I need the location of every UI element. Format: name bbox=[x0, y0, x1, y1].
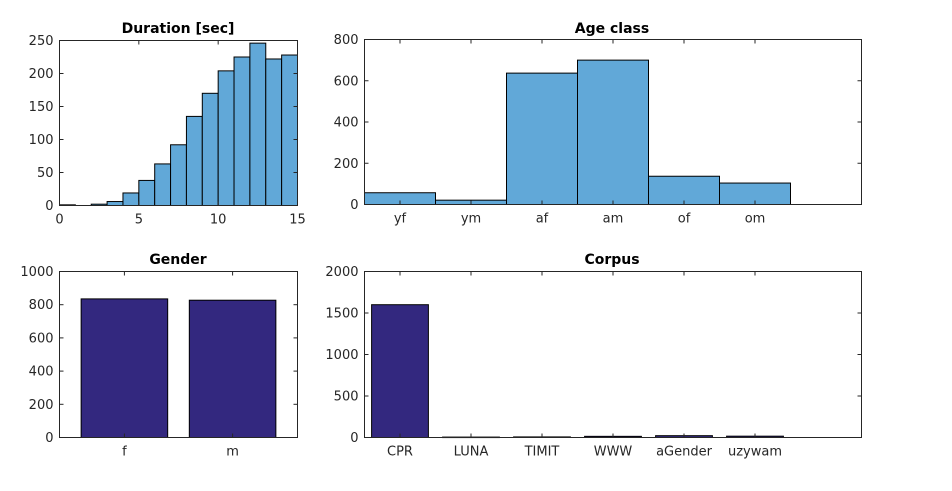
x-tick-label: of bbox=[678, 212, 691, 227]
gender-title: Gender bbox=[149, 252, 206, 268]
x-tick-label: WWW bbox=[594, 445, 633, 460]
panel-gender: Gender f m 0 200 400 600 800 1000 bbox=[20, 252, 298, 460]
bar bbox=[265, 58, 283, 207]
y-tick-label: 1500 bbox=[325, 307, 358, 322]
y-tick-label: 50 bbox=[37, 166, 54, 181]
x-tick-label: 0 bbox=[55, 213, 63, 228]
bar bbox=[138, 179, 156, 206]
bar bbox=[281, 54, 298, 206]
bar bbox=[185, 115, 203, 206]
x-tick-label: 10 bbox=[210, 213, 227, 228]
y-tick-label: 800 bbox=[29, 298, 54, 313]
gender-axes bbox=[59, 271, 298, 438]
y-tick-label: 0 bbox=[45, 199, 53, 214]
x-tick-label: yf bbox=[394, 212, 407, 227]
y-tick-label: 0 bbox=[350, 198, 358, 213]
gender-bars bbox=[80, 298, 277, 439]
x-tick-label: TIMIT bbox=[524, 445, 560, 460]
y-tick-label: 0 bbox=[350, 431, 358, 446]
bar bbox=[106, 201, 124, 206]
bar-am bbox=[577, 59, 649, 205]
x-tick-label: om bbox=[745, 212, 766, 227]
y-tick-label: 600 bbox=[29, 331, 54, 346]
y-tick-label: 500 bbox=[334, 390, 359, 405]
x-tick-label: CPR bbox=[387, 445, 413, 460]
y-tick-label: 600 bbox=[334, 74, 359, 89]
y-tick-label: 200 bbox=[29, 398, 54, 413]
y-tick-label: 200 bbox=[334, 157, 359, 172]
age-class-ticks: yf ym af am of om 0 200 400 600 800 bbox=[334, 33, 862, 227]
y-tick-label: 250 bbox=[29, 34, 54, 49]
corpus-ticks: CPR LUNA TIMIT WWW aGender uzywam 0 500 1000 1500… bbox=[325, 265, 862, 460]
bar-of bbox=[648, 175, 720, 205]
age-class-title: Age class bbox=[575, 21, 649, 37]
panel-corpus: Corpus CPR LUNA TIMIT WWW aGender uzywam 0 500 1… bbox=[325, 252, 862, 460]
bar bbox=[233, 56, 251, 206]
x-tick-label: ym bbox=[461, 212, 481, 227]
x-tick-label: f bbox=[122, 445, 127, 460]
corpus-axes bbox=[364, 271, 862, 438]
duration-axes bbox=[59, 40, 298, 206]
y-tick-label: 2000 bbox=[325, 265, 358, 280]
bar bbox=[170, 144, 187, 206]
y-tick-label: 200 bbox=[29, 67, 54, 82]
y-tick-label: 400 bbox=[334, 116, 359, 131]
bar-af bbox=[506, 72, 578, 206]
bar bbox=[249, 42, 267, 206]
duration-title: Duration [sec] bbox=[122, 21, 235, 37]
x-tick-label: m bbox=[226, 445, 239, 460]
x-tick-label: am bbox=[603, 212, 624, 227]
bar bbox=[122, 192, 140, 207]
panel-age-class: Age class yf ym af am of om 0 200 400 600 800 bbox=[334, 21, 862, 227]
bar bbox=[217, 70, 235, 206]
y-tick-label: 100 bbox=[29, 133, 54, 148]
x-tick-label: uzywam bbox=[728, 445, 782, 460]
bar-cpr bbox=[371, 304, 429, 439]
x-tick-label: 15 bbox=[289, 213, 306, 228]
x-tick-label: aGender bbox=[656, 445, 713, 460]
y-tick-label: 800 bbox=[334, 33, 359, 48]
corpus-title: Corpus bbox=[584, 252, 639, 268]
x-tick-label: LUNA bbox=[454, 445, 489, 460]
x-tick-label: af bbox=[536, 212, 549, 227]
gender-ticks: f m 0 200 400 600 800 1000 bbox=[20, 265, 298, 460]
bar-m bbox=[188, 299, 277, 438]
y-tick-label: 0 bbox=[45, 431, 53, 446]
bar-f bbox=[80, 298, 169, 439]
y-tick-label: 1000 bbox=[325, 348, 358, 363]
y-tick-label: 1000 bbox=[20, 265, 53, 280]
age-class-bars bbox=[364, 59, 791, 206]
bar bbox=[201, 92, 219, 206]
duration-bars bbox=[59, 42, 298, 207]
x-tick-label: 5 bbox=[135, 213, 143, 228]
y-tick-label: 150 bbox=[29, 100, 54, 115]
corpus-bars bbox=[371, 304, 784, 439]
bar bbox=[154, 163, 172, 206]
y-tick-label: 400 bbox=[29, 365, 54, 380]
